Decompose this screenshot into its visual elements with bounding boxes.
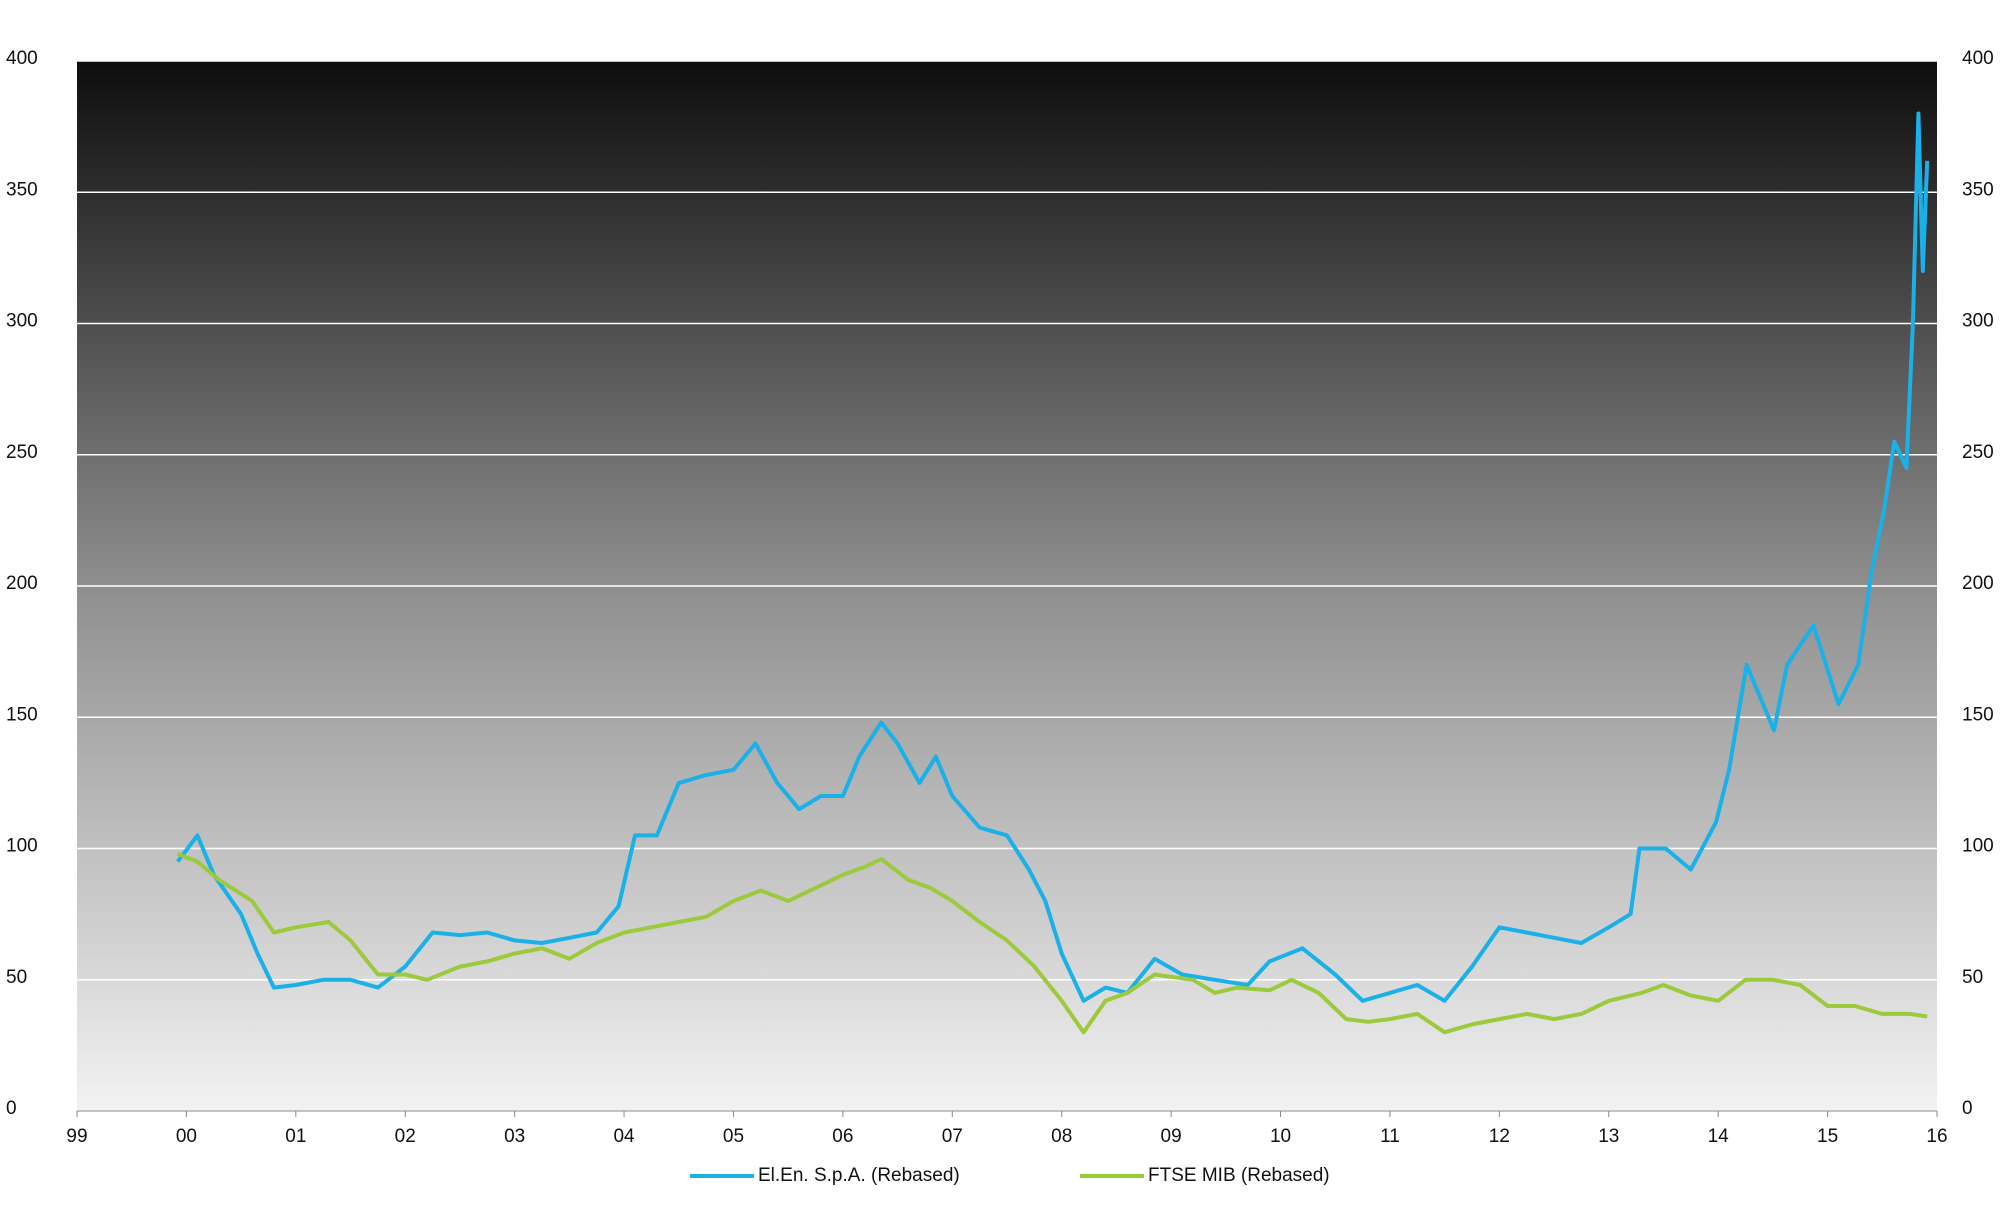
y-tick-label: 100 bbox=[6, 836, 38, 857]
y-tick-label: 300 bbox=[6, 311, 38, 332]
y2-tick-label: 350 bbox=[1962, 179, 1994, 200]
y-tick-label: 50 bbox=[6, 967, 27, 988]
y-tick-label: 350 bbox=[6, 179, 38, 200]
y2-tick-label: 400 bbox=[1962, 48, 1994, 69]
y-tick-label: 0 bbox=[6, 1098, 17, 1119]
x-tick-label: 08 bbox=[1051, 1126, 1072, 1147]
x-tick-label: 01 bbox=[285, 1126, 306, 1147]
x-tick-label: 07 bbox=[942, 1126, 963, 1147]
y2-tick-label: 150 bbox=[1962, 704, 1994, 725]
x-tick-label: 13 bbox=[1598, 1126, 1619, 1147]
x-tick-label: 04 bbox=[613, 1126, 635, 1147]
x-tick-label: 11 bbox=[1380, 1126, 1400, 1147]
y2-tick-label: 100 bbox=[1962, 836, 1994, 857]
y-tick-label: 150 bbox=[6, 704, 38, 725]
y2-tick-label: 50 bbox=[1962, 967, 1983, 988]
x-tick-label: 15 bbox=[1817, 1126, 1838, 1147]
x-tick-label: 03 bbox=[504, 1126, 525, 1147]
y2-tick-label: 200 bbox=[1962, 573, 1994, 594]
x-tick-label: 00 bbox=[176, 1126, 197, 1147]
y2-tick-label: 0 bbox=[1962, 1098, 1973, 1119]
x-tick-label: 12 bbox=[1489, 1126, 1510, 1147]
x-tick-label: 16 bbox=[1926, 1126, 1947, 1147]
x-tick-label: 10 bbox=[1270, 1126, 1291, 1147]
series-line bbox=[176, 851, 1928, 1035]
x-tick-label: 05 bbox=[723, 1126, 744, 1147]
y2-tick-label: 300 bbox=[1962, 311, 1994, 332]
y-tick-label: 200 bbox=[6, 573, 38, 594]
y-tick-label: 400 bbox=[6, 48, 38, 69]
legend-label: El.En. S.p.A. (Rebased) bbox=[758, 1165, 960, 1186]
x-tick-label: 02 bbox=[395, 1126, 416, 1147]
x-tick-label: 99 bbox=[66, 1126, 87, 1147]
series-line bbox=[176, 111, 1930, 1003]
y2-tick-label: 250 bbox=[1962, 442, 1994, 463]
x-tick-label: 09 bbox=[1161, 1126, 1182, 1147]
x-tick-label: 14 bbox=[1708, 1126, 1730, 1147]
legend-label: FTSE MIB (Rebased) bbox=[1148, 1165, 1330, 1186]
x-tick-label: 06 bbox=[832, 1126, 853, 1147]
y-tick-label: 250 bbox=[6, 442, 38, 463]
